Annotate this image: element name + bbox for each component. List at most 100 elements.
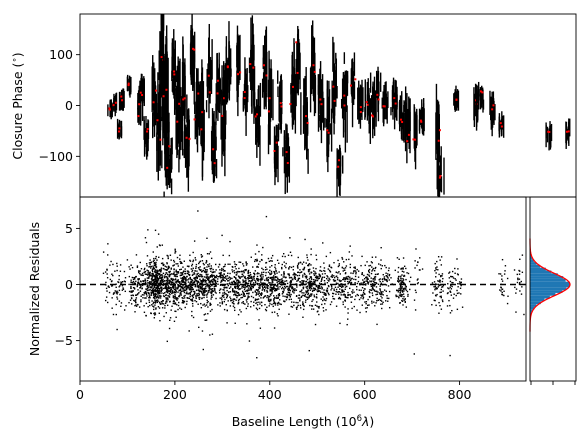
- residual-point: [148, 262, 151, 264]
- residual-point: [277, 297, 279, 299]
- residual-point: [293, 292, 295, 294]
- residual-point: [273, 271, 276, 273]
- residual-point: [258, 301, 260, 303]
- residual-point: [380, 290, 382, 293]
- residual-point: [276, 302, 279, 305]
- histogram-bar: [530, 287, 567, 291]
- residual-point: [150, 261, 153, 263]
- residual-point: [379, 293, 381, 295]
- residual-point: [355, 271, 357, 274]
- residual-point: [149, 297, 151, 299]
- residual-point: [274, 290, 276, 292]
- residual-point: [282, 291, 284, 294]
- residual-point: [328, 280, 330, 282]
- residual-point: [399, 302, 401, 304]
- residual-point: [400, 293, 402, 296]
- residual-point: [150, 282, 152, 284]
- residual-point: [314, 304, 317, 306]
- residual-point: [107, 243, 109, 245]
- residual-point: [457, 268, 459, 270]
- residual-point: [195, 275, 198, 277]
- residual-point: [136, 283, 139, 286]
- residual-point: [256, 275, 259, 278]
- residual-point: [261, 259, 263, 261]
- residual-point: [324, 270, 326, 272]
- residual-point: [518, 283, 521, 286]
- residual-point: [350, 282, 352, 284]
- residual-point: [170, 259, 172, 261]
- histogram-bar: [530, 259, 534, 263]
- residual-point: [388, 273, 391, 276]
- residual-point: [224, 285, 226, 287]
- residual-point: [155, 300, 157, 303]
- residual-point: [269, 293, 272, 295]
- residual-point: [436, 260, 438, 263]
- residual-point: [440, 291, 442, 293]
- residual-point: [370, 285, 373, 288]
- residual-point: [274, 276, 277, 279]
- residual-point: [164, 302, 167, 305]
- residual-point: [205, 276, 207, 278]
- residual-point: [110, 285, 113, 287]
- residual-point: [461, 306, 464, 308]
- residual-point: [320, 280, 322, 283]
- residual-point: [205, 280, 207, 282]
- residual-point: [402, 277, 404, 280]
- residual-point: [221, 267, 223, 270]
- residual-point: [173, 301, 176, 303]
- residual-point: [261, 293, 263, 295]
- residual-point: [150, 292, 153, 295]
- residual-point: [414, 260, 416, 262]
- residual-point: [241, 275, 243, 278]
- residual-point: [161, 288, 163, 290]
- residual-point: [330, 301, 333, 303]
- residual-point: [403, 282, 405, 284]
- residual-point: [358, 298, 361, 301]
- residual-point: [349, 276, 351, 278]
- residual-point: [332, 292, 335, 295]
- residual-point: [183, 300, 186, 303]
- residual-point: [400, 275, 402, 278]
- residual-point: [190, 289, 192, 291]
- residual-point: [339, 298, 342, 300]
- residual-point: [302, 302, 304, 305]
- residual-point: [246, 282, 248, 285]
- residual-point: [243, 271, 245, 274]
- residual-point: [367, 281, 370, 284]
- residual-point: [519, 258, 521, 261]
- residual-point: [170, 282, 173, 284]
- residual-point: [261, 254, 263, 256]
- closure-phase-model-point: [332, 85, 335, 88]
- closure-phase-marks: [107, 14, 571, 197]
- residual-point: [345, 265, 348, 267]
- residual-point: [196, 283, 198, 285]
- closure-phase-model-point: [327, 131, 330, 134]
- residual-point: [349, 263, 352, 266]
- residual-point: [277, 304, 279, 306]
- residual-point: [164, 304, 166, 307]
- residual-point: [162, 303, 165, 305]
- residual-point: [261, 304, 263, 307]
- residual-point: [179, 254, 181, 256]
- residual-point: [306, 254, 308, 256]
- residual-point: [318, 313, 320, 316]
- residual-point: [175, 282, 178, 284]
- residual-point: [263, 296, 265, 298]
- residual-point: [136, 284, 139, 287]
- residual-point: [132, 278, 135, 281]
- residuals-y-axis-title: Normalized Residuals: [27, 222, 42, 356]
- residual-point: [194, 276, 197, 279]
- residual-point: [338, 285, 341, 287]
- residual-point: [269, 282, 271, 284]
- residual-point: [196, 289, 198, 291]
- residual-point: [285, 262, 287, 265]
- residual-point: [360, 282, 362, 284]
- residual-point: [316, 290, 319, 293]
- residual-point: [262, 286, 264, 289]
- residual-point: [313, 294, 315, 296]
- residual-point: [250, 281, 252, 283]
- residual-point: [316, 289, 318, 291]
- residual-point: [231, 288, 234, 291]
- residual-point: [155, 263, 157, 266]
